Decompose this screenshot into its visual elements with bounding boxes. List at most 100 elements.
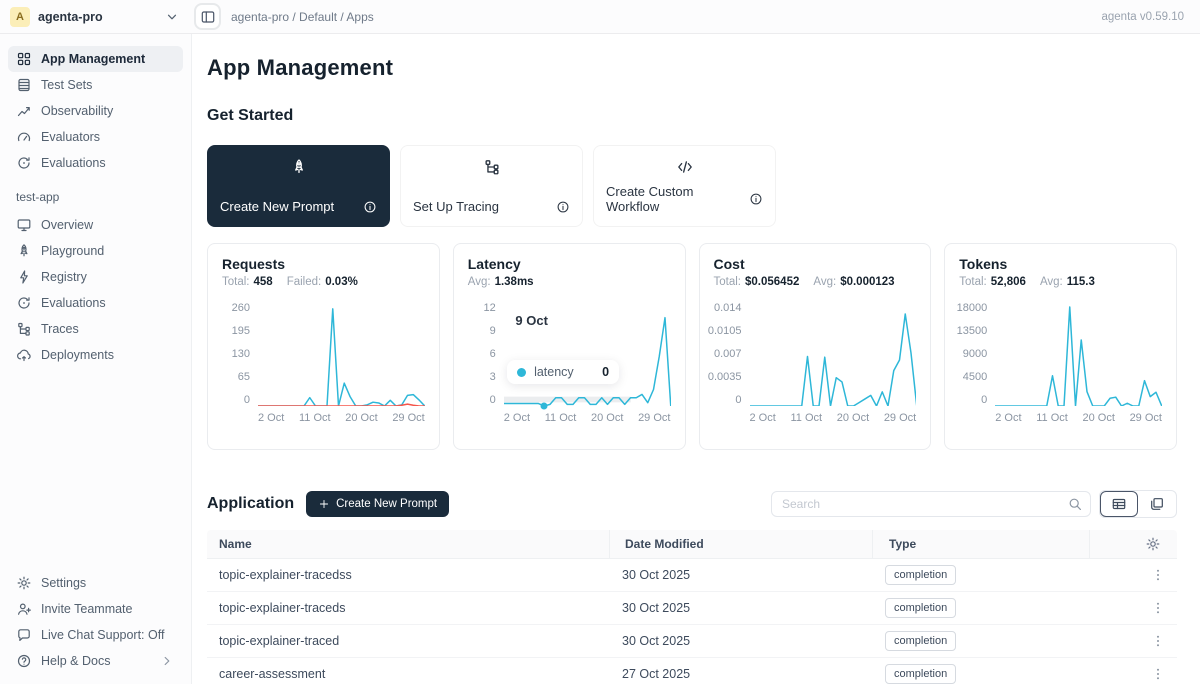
gauge-icon [16, 129, 32, 145]
table-view-button[interactable] [1100, 491, 1138, 517]
chart-stat-label: Avg: [468, 276, 491, 288]
get-started-card-create-new-prompt[interactable]: Create New Prompt [207, 145, 390, 227]
y-tick-label: 12 [484, 302, 496, 314]
applications-table: NameDate ModifiedType topic-explainer-tr… [207, 530, 1177, 684]
invite-icon [16, 601, 32, 617]
chart-plot[interactable] [258, 302, 425, 406]
tooltip-date: 9 Oct [515, 313, 548, 328]
chart-active-point [541, 403, 548, 410]
chart-title: Latency [468, 256, 671, 272]
tooltip-value: 0 [602, 365, 609, 379]
column-header-type[interactable]: Type [873, 530, 1090, 558]
chart-stats: Total:$0.056452 Avg:$0.000123 [714, 276, 917, 288]
sidebar-item-registry[interactable]: Registry [8, 264, 183, 290]
breadcrumb[interactable]: agenta-pro / Default / Apps [231, 10, 374, 24]
sidebar-item-app-management[interactable]: App Management [8, 46, 183, 72]
column-settings-gear-icon[interactable] [1145, 536, 1161, 552]
get-started-card-create-custom-workflow[interactable]: Create Custom Workflow [593, 145, 776, 227]
sidebar-item-test-sets[interactable]: Test Sets [8, 72, 183, 98]
sidebar-item-label: Traces [41, 322, 79, 336]
topbar: A agenta-pro agenta-pro / Default / Apps… [0, 0, 1200, 34]
application-header-right [771, 490, 1177, 518]
y-tick-label: 6 [490, 348, 496, 360]
sidebar-item-observability[interactable]: Observability [8, 98, 183, 124]
table-row-topic-explainer-traced[interactable]: topic-explainer-traced30 Oct 2025complet… [207, 625, 1177, 658]
get-started-card-set-up-tracing[interactable]: Set Up Tracing [400, 145, 583, 227]
y-tick-label: 260 [232, 302, 250, 314]
table-row-career-assessment[interactable]: career-assessment27 Oct 2025completion [207, 658, 1177, 684]
org-avatar: A [10, 7, 30, 27]
sidebar-bottom-nav: SettingsInvite Teammate Live Chat Support… [8, 570, 183, 674]
sidebar-item-traces[interactable]: Traces [8, 316, 183, 342]
chart-stat-label: Total: [222, 276, 250, 288]
sidebar-toggle-button[interactable] [194, 3, 221, 30]
table-row-topic-explainer-traceds[interactable]: topic-explainer-traceds30 Oct 2025comple… [207, 592, 1177, 625]
sidebar-item-deployments[interactable]: Deployments [8, 342, 183, 368]
x-tick-label: 29 Oct [1130, 412, 1162, 424]
sidebar-item-label: App Management [41, 52, 145, 66]
sidebar-item-evaluators[interactable]: Evaluators [8, 124, 183, 150]
column-header-date-modified[interactable]: Date Modified [610, 530, 873, 558]
x-tick-label: 2 Oct [258, 412, 284, 424]
create-new-prompt-label: Create New Prompt [336, 498, 437, 510]
info-icon [363, 200, 377, 214]
chart-plot[interactable]: 9 Octlatency0 [504, 302, 671, 406]
card-view-icon [1149, 496, 1165, 512]
sidebar-item-label: Observability [41, 104, 113, 118]
x-tick-label: 20 Oct [591, 412, 623, 424]
x-tick-label: 2 Oct [995, 412, 1021, 424]
row-menu-kebab-icon[interactable] [1151, 568, 1165, 582]
row-menu-kebab-icon[interactable] [1151, 634, 1165, 648]
chart-plot-wrap: 2 Oct11 Oct20 Oct29 Oct [750, 302, 917, 424]
chart-stat-value: 458 [254, 276, 273, 288]
row-menu-kebab-icon[interactable] [1151, 601, 1165, 615]
chart-card-cost: CostTotal:$0.056452Avg:$0.0001230.0140.0… [699, 243, 932, 450]
sidebar-item-evaluations[interactable]: Evaluations [8, 290, 183, 316]
chart-area: 18000135009000450002 Oct11 Oct20 Oct29 O… [959, 302, 1162, 424]
y-tick-label: 18000 [957, 302, 988, 314]
sidebar-item-live-chat-support-off[interactable]: Live Chat Support: Off [8, 622, 183, 648]
application-heading: Application [207, 495, 294, 513]
sidebar-main-nav: App Management Test Sets Observability Eval… [8, 46, 183, 176]
chart-plot[interactable] [750, 302, 917, 406]
chart-stat: Total:$0.056452 [714, 276, 800, 288]
x-tick-label: 11 Oct [790, 412, 822, 424]
cloud-icon [16, 347, 32, 363]
card-view-button[interactable] [1138, 491, 1176, 517]
org-switcher[interactable]: A agenta-pro [0, 7, 192, 27]
info-icon [749, 192, 763, 206]
x-tick-label: 11 Oct [299, 412, 331, 424]
sidebar: App Management Test Sets Observability Eval… [0, 34, 192, 684]
table-row-topic-explainer-tracedss[interactable]: topic-explainer-tracedss30 Oct 2025compl… [207, 559, 1177, 592]
chart-stat: Avg:$0.000123 [813, 276, 894, 288]
sidebar-item-label: Help & Docs [41, 654, 110, 668]
sidebar-item-settings[interactable]: Settings [8, 570, 183, 596]
sidebar-item-help-docs[interactable]: Help & Docs [8, 648, 183, 674]
cell-name: topic-explainer-tracedss [207, 568, 610, 582]
chart-stat-label: Failed: [287, 276, 322, 288]
table-body: topic-explainer-tracedss 30 Oct 2025 compl… [207, 559, 1177, 684]
chart-stat-label: Avg: [1040, 276, 1063, 288]
y-tick-label: 0 [981, 394, 987, 406]
create-new-prompt-button[interactable]: Create New Prompt [306, 491, 449, 517]
sidebar-item-invite-teammate[interactable]: Invite Teammate [8, 596, 183, 622]
sidebar-item-overview[interactable]: Overview [8, 212, 183, 238]
get-started-card-label-row: Create New Prompt [220, 199, 377, 214]
view-toggle [1099, 490, 1177, 518]
sidebar-item-label: Live Chat Support: Off [41, 628, 164, 642]
chart-x-axis: 2 Oct11 Oct20 Oct29 Oct [504, 412, 671, 424]
cell-type: completion [873, 598, 1090, 618]
chart-x-axis: 2 Oct11 Oct20 Oct29 Oct [750, 412, 917, 424]
panel-toggle-icon [200, 9, 216, 25]
chart-stats: Avg:1.38ms [468, 276, 671, 288]
sidebar-item-playground[interactable]: Playground [8, 238, 183, 264]
search-input[interactable] [771, 491, 1091, 517]
cell-date-modified: 30 Oct 2025 [610, 634, 873, 648]
chart-plot[interactable] [995, 302, 1162, 406]
chart-stat: Avg:1.38ms [468, 276, 534, 288]
grid-icon [16, 51, 32, 67]
column-header-name[interactable]: Name [207, 530, 610, 558]
sidebar-item-evaluations[interactable]: Evaluations [8, 150, 183, 176]
version-label: agenta v0.59.10 [1102, 11, 1200, 23]
row-menu-kebab-icon[interactable] [1151, 667, 1165, 681]
